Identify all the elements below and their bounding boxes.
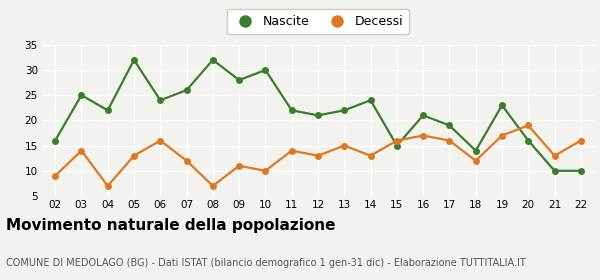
Text: Movimento naturale della popolazione: Movimento naturale della popolazione — [6, 218, 335, 234]
Text: COMUNE DI MEDOLAGO (BG) - Dati ISTAT (bilancio demografico 1 gen-31 dic) - Elabo: COMUNE DI MEDOLAGO (BG) - Dati ISTAT (bi… — [6, 258, 526, 268]
Legend: Nascite, Decessi: Nascite, Decessi — [227, 9, 409, 34]
